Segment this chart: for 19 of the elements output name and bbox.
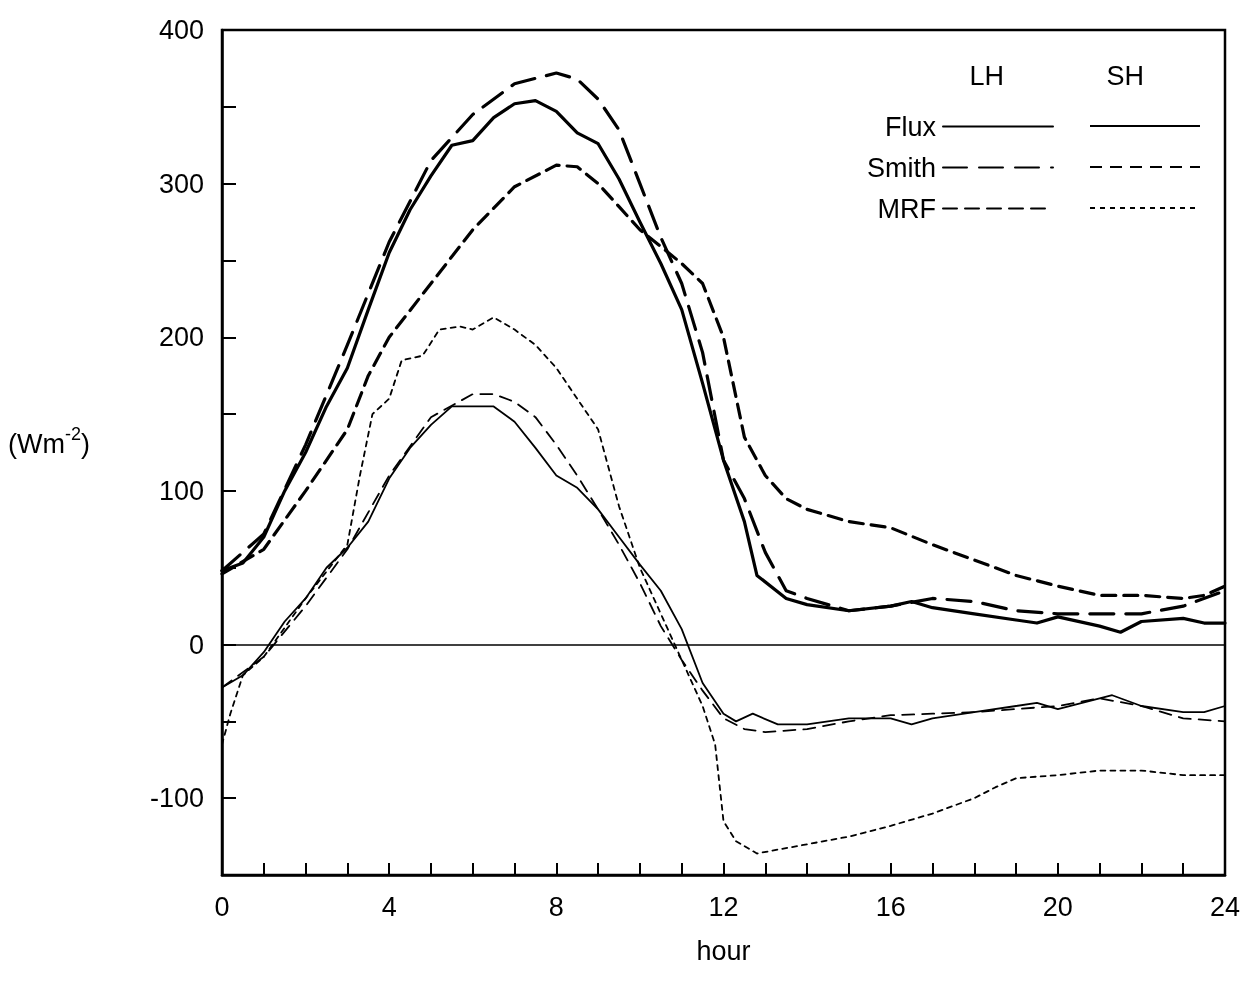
y-tick-label: 400 xyxy=(158,15,204,45)
y-tick-label: 200 xyxy=(158,322,204,353)
y-tick-label: 100 xyxy=(158,475,204,506)
annotation: LH xyxy=(969,60,1004,91)
annotation: SH xyxy=(1106,60,1145,91)
legend-label: Smith xyxy=(866,152,936,183)
y-tick-label: 0 xyxy=(188,629,204,660)
x-tick-label: 16 xyxy=(875,891,906,922)
x-tick-label: 12 xyxy=(708,891,739,922)
x-axis-title: hour xyxy=(696,935,751,966)
x-tick-label: 0 xyxy=(214,891,230,922)
x-tick-label: 24 xyxy=(1209,891,1241,922)
x-tick-label: 8 xyxy=(548,891,564,922)
y-tick-label: -100 xyxy=(149,783,204,814)
legend-label: MRF xyxy=(877,193,936,224)
y-tick-label: 300 xyxy=(158,168,204,199)
legend-label: Flux xyxy=(884,111,937,142)
x-tick-label: 20 xyxy=(1042,891,1073,922)
x-tick-label: 4 xyxy=(381,891,397,922)
